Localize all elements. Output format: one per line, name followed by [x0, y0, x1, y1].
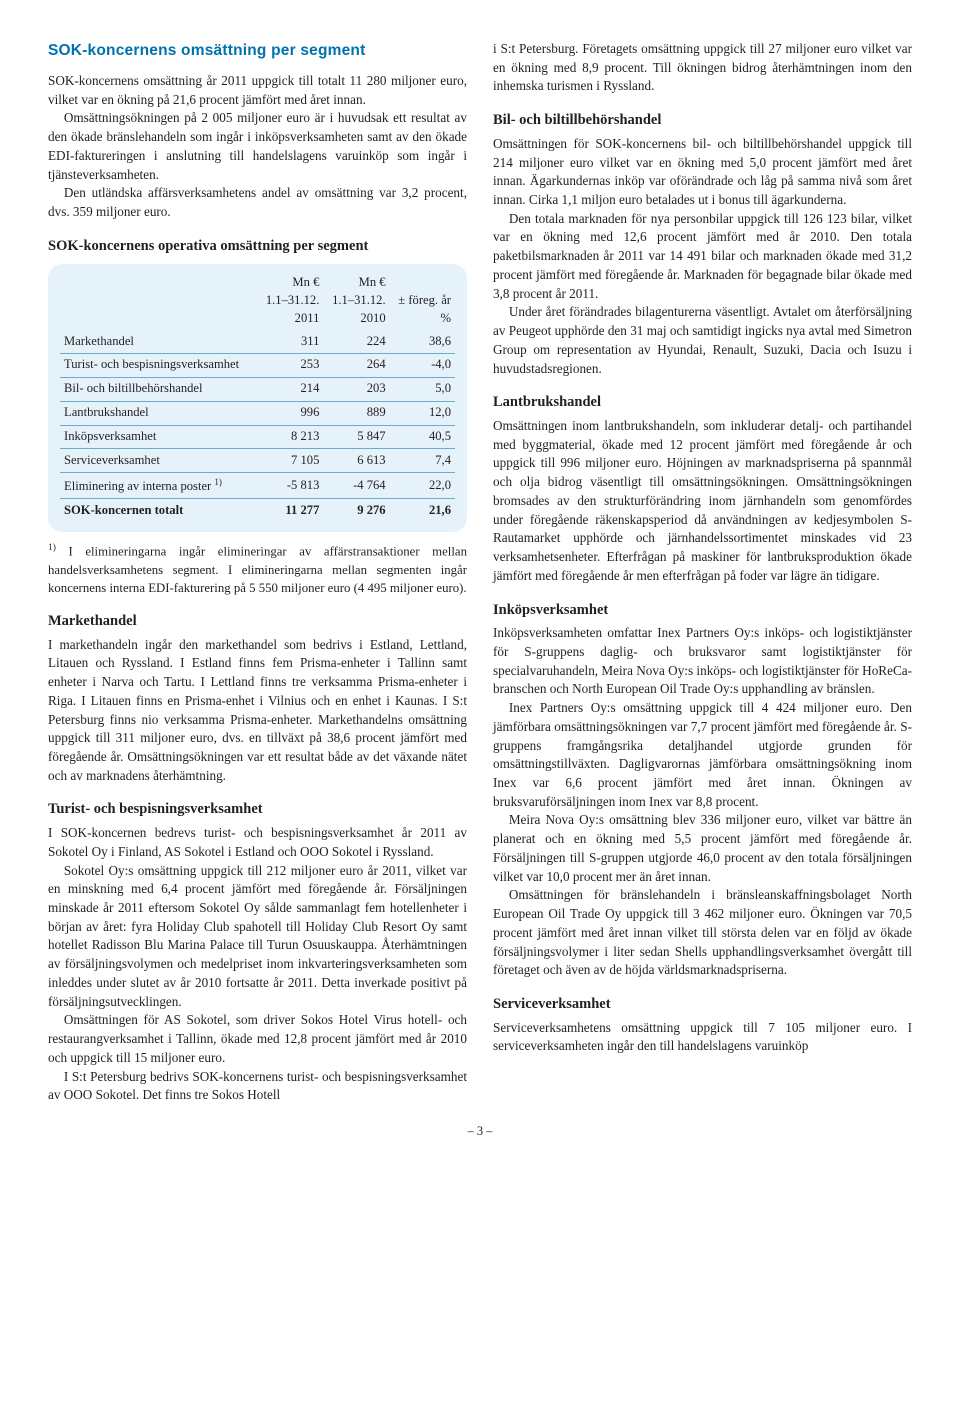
subsection-heading: Inköpsverksamhet: [493, 600, 912, 621]
page-number: – 3 –: [48, 1123, 912, 1141]
table-row: Eliminering av interna poster 1)-5 813-4…: [60, 473, 455, 499]
body-paragraph: Serviceverksamhetens omsättning uppgick …: [493, 1019, 912, 1056]
body-paragraph: Meira Nova Oy:s omsättning blev 336 milj…: [493, 811, 912, 886]
table-row: Turist- och bespisningsverksamhet253264-…: [60, 353, 455, 377]
body-paragraph: Inköpsverksamheten omfattar Inex Partner…: [493, 624, 912, 699]
body-paragraph: Sokotel Oy:s omsättning uppgick till 212…: [48, 862, 467, 1012]
table-row: Inköpsverksamhet8 2135 84740,5: [60, 425, 455, 449]
subsection-heading: Lantbrukshandel: [493, 392, 912, 413]
col-header: 1.1–31.12.: [332, 293, 386, 307]
body-paragraph: I markethandeln ingår den markethandel s…: [48, 636, 467, 786]
body-paragraph: Omsättningen inom lantbrukshandeln, som …: [493, 417, 912, 586]
table-row: Markethandel31122438,6: [60, 330, 455, 353]
intro-paragraph: SOK-koncernens omsättning år 2011 uppgic…: [48, 72, 467, 109]
subsection-heading: Markethandel: [48, 611, 467, 632]
col-header: Mn €: [359, 275, 386, 289]
body-paragraph: I S:t Petersburg bedrivs SOK-koncernens …: [48, 1068, 467, 1105]
body-paragraph: I SOK-koncernen bedrevs turist- och besp…: [48, 824, 467, 861]
body-paragraph: Omsättningen för AS Sokotel, som driver …: [48, 1011, 467, 1067]
body-paragraph: Inex Partners Oy:s omsättning uppgick ti…: [493, 699, 912, 811]
col-header: %: [441, 311, 452, 325]
subsection-heading: Bil- och biltillbehörshandel: [493, 110, 912, 131]
col-header: Mn €: [292, 275, 319, 289]
table-footnote: 1) I elimineringarna ingår elimineringar…: [48, 542, 467, 597]
body-paragraph: Omsättningen för SOK-koncernens bil- och…: [493, 135, 912, 210]
table-row: Bil- och biltillbehörshandel2142035,0: [60, 377, 455, 401]
col-header: 1.1–31.12.: [266, 293, 320, 307]
col-header: 2011: [295, 311, 320, 325]
section-title: SOK-koncernens omsättning per segment: [48, 40, 467, 62]
segment-table: Mn € 1.1–31.12. 2011 Mn € 1.1–31.12. 201…: [48, 264, 467, 532]
intro-paragraph: Den utländska affärsverksamhetens andel …: [48, 184, 467, 221]
table-row: Serviceverksamhet7 1056 6137,4: [60, 449, 455, 473]
body-paragraph: Omsättningen för bränslehandeln i bränsl…: [493, 886, 912, 980]
table-title: SOK-koncernens operativa omsättning per …: [48, 236, 467, 257]
subsection-heading: Serviceverksamhet: [493, 994, 912, 1015]
table-total-row: SOK-koncernen totalt11 2779 27621,6: [60, 499, 455, 522]
body-paragraph: Under året förändrades bilagenturerna vä…: [493, 303, 912, 378]
body-paragraph: Den totala marknaden för nya personbilar…: [493, 210, 912, 304]
table-row: Lantbrukshandel99688912,0: [60, 401, 455, 425]
body-paragraph: i S:t Petersburg. Företagets omsättning …: [493, 40, 912, 96]
col-header: ± föreg. år: [398, 293, 451, 307]
subsection-heading: Turist- och bespisningsverksamhet: [48, 799, 467, 820]
col-header: 2010: [360, 311, 385, 325]
intro-paragraph: Omsättningsökningen på 2 005 miljoner eu…: [48, 109, 467, 184]
